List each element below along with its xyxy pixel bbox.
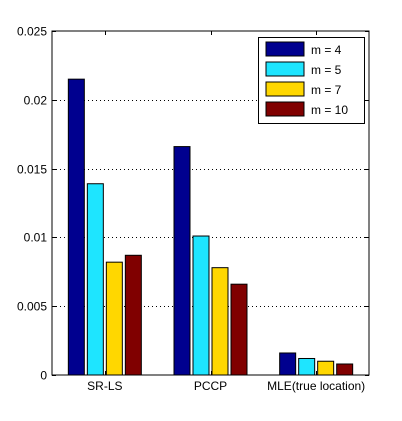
legend-label: m = 7 — [311, 83, 342, 97]
bar-m5-2 — [298, 357, 316, 376]
legend-swatch — [265, 41, 305, 57]
legend-label: m = 10 — [311, 103, 348, 117]
x-tick-label: SR-LS — [87, 379, 122, 393]
x-tick-label: PCCP — [194, 379, 227, 393]
y-tick-label: 0 — [40, 369, 47, 383]
bar-m4-0 — [67, 78, 85, 376]
bar-m5-1 — [192, 235, 210, 376]
x-tick-label: MLE(true location) — [267, 379, 365, 393]
legend-label: m = 4 — [311, 43, 342, 57]
y-tick-label: 0.01 — [24, 231, 48, 245]
y-axis-ticks: 0 0.005 0.01 0.015 0.02 0.025 — [17, 25, 369, 383]
bar-m4-2 — [279, 352, 297, 376]
bar-m10-0 — [124, 254, 142, 376]
bar-m7-2 — [317, 360, 335, 376]
legend: m = 4 m = 5 m = 7 m = 10 — [258, 37, 365, 124]
bar-m4-1 — [173, 146, 191, 376]
legend-swatch — [265, 81, 305, 97]
bar-m7-0 — [105, 261, 123, 376]
bar-m7-1 — [211, 267, 229, 376]
legend-label: m = 5 — [311, 63, 342, 77]
plot-frame — [51, 30, 370, 376]
x-axis-ticks: SR-LS PCCP MLE(true location) — [87, 31, 365, 393]
y-tick-label: 0.005 — [17, 300, 47, 314]
legend-swatch — [265, 101, 305, 117]
legend-swatch — [265, 61, 305, 77]
bar-m10-1 — [230, 283, 248, 376]
y-tick-label: 0.02 — [24, 94, 48, 108]
bar-m5-0 — [86, 183, 104, 376]
y-tick-label: 0.025 — [17, 25, 47, 39]
bar-m10-2 — [336, 363, 354, 376]
bars — [67, 78, 354, 376]
y-tick-label: 0.015 — [17, 163, 47, 177]
